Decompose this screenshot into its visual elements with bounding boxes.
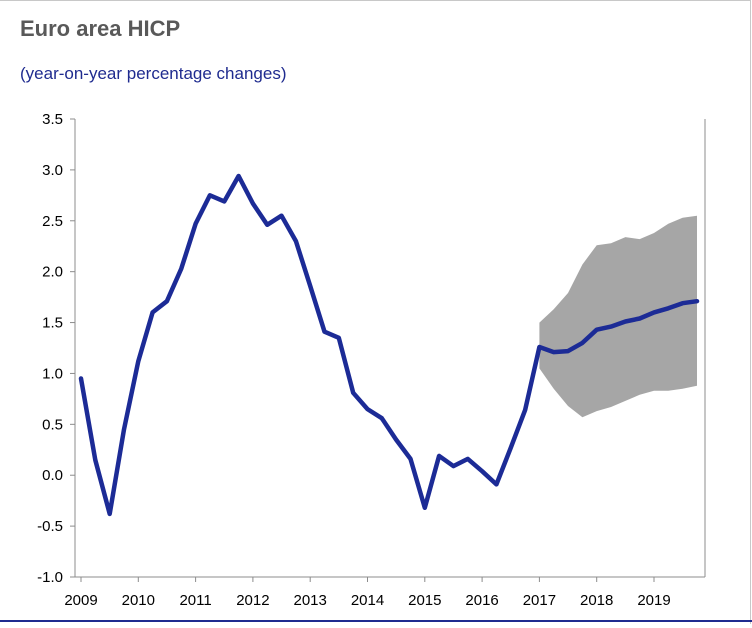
y-tick-label: 0.0 [42, 467, 63, 484]
x-tick-label: 2013 [294, 592, 327, 609]
x-tick-label: 2019 [637, 592, 670, 609]
projection-band-layer [539, 215, 697, 418]
series-line-layer [78, 173, 700, 517]
x-tick-label: 2017 [523, 592, 556, 609]
x-tick-label: 2010 [122, 592, 155, 609]
y-tick-label: 0.5 [42, 416, 63, 433]
y-tick-label: 1.5 [42, 315, 63, 332]
y-tick-label: 1.0 [42, 365, 63, 382]
axes-layer [70, 118, 706, 582]
bottom-rule [0, 620, 752, 622]
series-line-hicp [78, 173, 700, 517]
y-tick-label: 3.0 [42, 162, 63, 179]
y-tick-labels: 3.5 3.0 2.5 2.0 1.5 1.0 0.5 0.0 -0.5 -1.0 [37, 111, 63, 586]
chart-subtitle: (year-on-year percentage changes) [20, 64, 287, 83]
y-tick-label: 2.5 [42, 213, 63, 230]
x-tick-label: 2014 [351, 592, 384, 609]
x-tick-labels: 2009 2010 2011 2012 2013 2014 2015 2016 2017 2018… [64, 592, 670, 609]
y-tick-label: -1.0 [37, 569, 63, 586]
y-tick-label: 2.0 [42, 264, 63, 281]
x-tick-label: 2012 [236, 592, 269, 609]
x-tick-label: 2016 [465, 592, 498, 609]
x-tick-label: 2018 [580, 592, 613, 609]
x-tick-label: 2009 [64, 592, 97, 609]
y-tick-label: -0.5 [37, 518, 63, 535]
chart-title: Euro area HICP [20, 16, 181, 41]
projection-range-band [539, 215, 697, 418]
y-tick-label: 3.5 [42, 111, 63, 128]
x-tick-label: 2015 [408, 592, 441, 609]
x-tick-label: 2011 [179, 592, 211, 609]
